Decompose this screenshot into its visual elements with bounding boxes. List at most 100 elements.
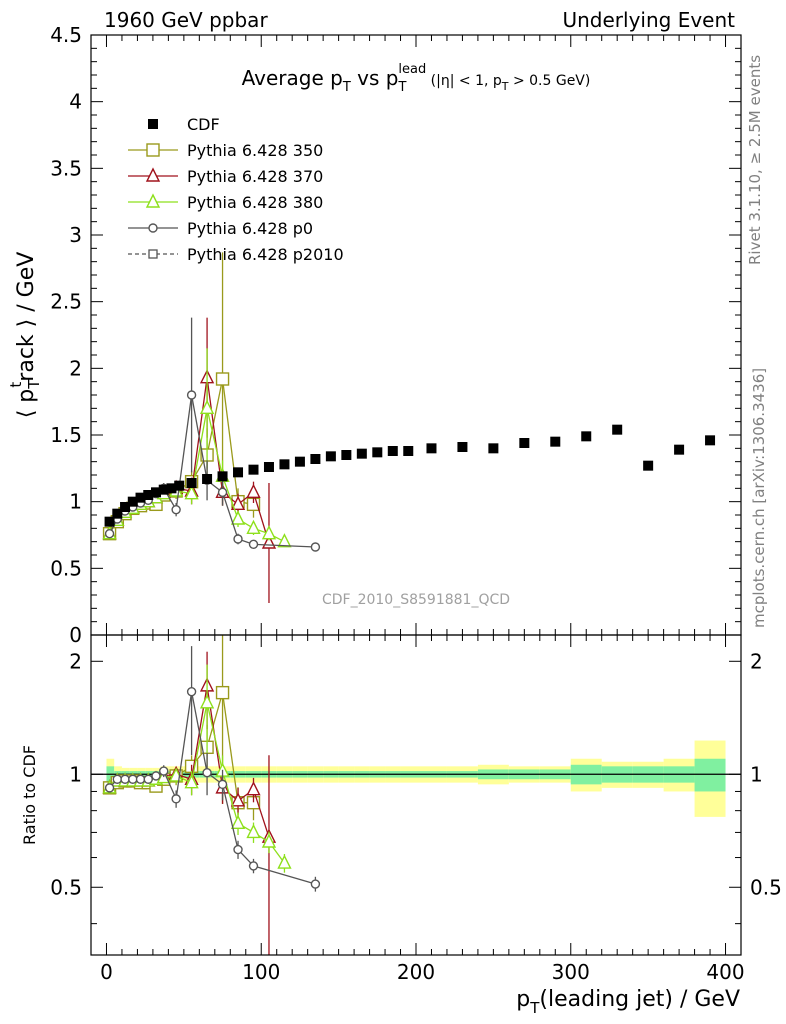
ratio-band-stat [694, 758, 726, 792]
cdf-point [325, 451, 336, 462]
series-3-point [261, 525, 277, 540]
series-2-ratio-point [230, 792, 246, 807]
series-3-ratio-point [199, 694, 215, 709]
y-tick-label: 2 [69, 356, 82, 380]
legend-label: Pythia 6.428 370 [187, 167, 323, 186]
legend-label: Pythia 6.428 350 [187, 141, 323, 160]
cdf-point [135, 492, 146, 503]
series-4-point [217, 487, 228, 498]
legend-label: Pythia 6.428 p2010 [187, 245, 344, 264]
x-tick-label: 300 [552, 960, 590, 984]
y-tick-label: 1.5 [50, 423, 82, 447]
cdf-point [233, 467, 244, 478]
series-2-line [109, 377, 270, 544]
series-3-ratio-point [246, 823, 261, 839]
series-4-ratio-point [310, 879, 321, 889]
y-tick-label: 4 [69, 90, 82, 114]
y-axis-label: ⟨ pTtrack ⟩ / GeV [7, 252, 43, 419]
cdf-point [705, 435, 716, 446]
legend-label: Pythia 6.428 p0 [187, 219, 313, 238]
y-tick-label: 1 [69, 490, 82, 514]
series-1-ratio-point [215, 685, 230, 700]
cdf-point [550, 436, 561, 447]
ratio-tick-label: 1 [69, 762, 82, 786]
cdf-point [166, 483, 177, 494]
ratio-tick-label-right: 2 [750, 649, 763, 673]
cdf-point [151, 487, 161, 498]
series-3-ratio-point [230, 814, 246, 830]
header-left: 1960 GeV ppbar [104, 8, 268, 32]
series-3-point [184, 485, 199, 500]
legend-marker [148, 223, 158, 233]
series-1-point [215, 372, 230, 386]
cdf-point [104, 516, 115, 527]
legend-marker [148, 249, 158, 259]
legend-marker [145, 167, 161, 182]
header-right: Underlying Event [562, 8, 735, 32]
cdf-point [279, 459, 290, 470]
legend-marker [146, 143, 160, 157]
main-plot-marks [102, 252, 716, 603]
series-4-ratio-point [233, 844, 243, 855]
ratio-tick-label-right: 1 [750, 762, 763, 786]
y-tick-label: 4.5 [50, 23, 82, 47]
series-4-ratio-point [128, 774, 138, 784]
cdf-point [127, 496, 138, 507]
cdf-point [158, 484, 169, 495]
series-4-ratio-point [112, 774, 123, 784]
plot-title: Average pT vs pTlead (|η| < 1, pT > 0.5 … [242, 62, 591, 95]
y-tick-label: 0 [69, 623, 82, 647]
mcplots-label: mcplots.cern.ch [arXiv:1306.3436] [750, 368, 768, 628]
ratio-tick-label-right: 0.5 [750, 875, 782, 899]
legend-marker [145, 193, 161, 208]
cdf-point [387, 446, 398, 456]
cdf-point [519, 438, 530, 448]
cdf-point [356, 448, 367, 459]
cdf-point [120, 502, 131, 512]
series-4-ratio-point [120, 774, 130, 784]
x-tick-label: 0 [100, 960, 113, 984]
series-3-ratio-point [184, 774, 199, 789]
cdf-point [186, 478, 197, 488]
cdf-point [294, 456, 305, 467]
ratio-tick-label: 2 [69, 649, 82, 673]
series-4-point [171, 504, 181, 515]
legend: CDF Pythia 6.428 350 Pythia 6.428 370 Pythi… [128, 115, 344, 264]
y-tick-label: 2.5 [50, 290, 82, 314]
watermark: CDF_2010_S8591881_QCD [322, 592, 510, 608]
series-3-point [277, 533, 292, 548]
series-4-point [186, 390, 197, 400]
x-tick-label: 200 [397, 960, 435, 984]
ratio-y-axis-label: Ratio to CDF [20, 745, 39, 845]
series-3-point [199, 399, 215, 415]
series-3-point [230, 510, 246, 525]
cdf-point [426, 443, 437, 454]
series-4-ratio-point [104, 783, 115, 793]
series-4-ratio-point [186, 686, 197, 697]
cdf-point [341, 450, 352, 460]
series-4-ratio-point [217, 779, 228, 790]
legend-marker [148, 119, 158, 129]
legend-label: Pythia 6.428 380 [187, 193, 323, 212]
series-4-point [104, 528, 115, 539]
cdf-point [202, 474, 213, 484]
series-4-ratio-point [159, 766, 169, 776]
cdf-point [217, 471, 228, 482]
x-tick-label: 100 [242, 960, 280, 984]
series-4-ratio-point [202, 767, 212, 778]
series-3-point [246, 519, 261, 535]
legend-label: CDF [187, 115, 220, 134]
cdf-point [612, 424, 623, 435]
series-2-point [246, 483, 261, 499]
y-tick-label: 3.5 [50, 156, 82, 180]
series-3-ratio-point [277, 854, 292, 869]
series-4-point [248, 539, 259, 550]
series-4-ratio-point [248, 861, 259, 871]
ratio-tick-label: 0.5 [50, 875, 82, 899]
cdf-point [143, 490, 154, 500]
x-tick-label: 400 [706, 960, 744, 984]
ratio-frame [90, 634, 742, 956]
cdf-point [112, 508, 123, 519]
x-axis-label: pT(leading jet) / GeV [516, 987, 740, 1017]
